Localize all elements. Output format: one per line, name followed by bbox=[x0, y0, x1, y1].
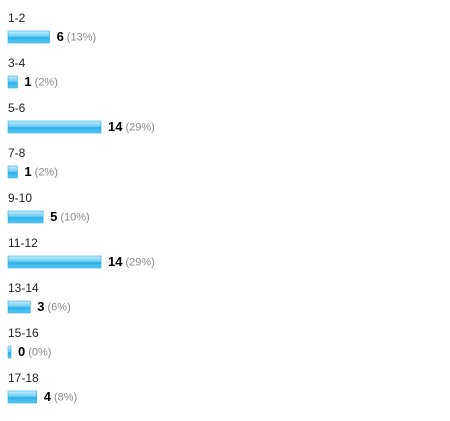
category-label: 9-10 bbox=[8, 191, 32, 205]
category-label: 13-14 bbox=[8, 281, 39, 295]
category-label: 3-4 bbox=[8, 56, 26, 70]
count-label: 14 bbox=[108, 254, 123, 269]
count-label: 3 bbox=[37, 299, 44, 314]
count-label: 5 bbox=[50, 209, 57, 224]
percent-label: (13%) bbox=[67, 31, 96, 43]
percent-label: (10%) bbox=[60, 211, 89, 223]
bar bbox=[7, 210, 44, 224]
count-label: 1 bbox=[24, 164, 31, 179]
category-label: 7-8 bbox=[8, 146, 26, 160]
bar bbox=[7, 255, 102, 269]
percent-label: (29%) bbox=[125, 256, 154, 268]
bar bbox=[7, 75, 18, 89]
category-label: 17-18 bbox=[8, 371, 39, 385]
bar bbox=[7, 390, 38, 404]
count-label: 14 bbox=[108, 119, 123, 134]
category-label: 5-6 bbox=[8, 101, 26, 115]
category-label: 11-12 bbox=[8, 236, 38, 250]
percent-label: (0%) bbox=[28, 346, 51, 358]
count-label: 6 bbox=[57, 29, 64, 44]
percent-label: (2%) bbox=[35, 166, 58, 178]
bar bbox=[7, 345, 12, 359]
count-label: 1 bbox=[24, 74, 31, 89]
category-label: 15-16 bbox=[8, 326, 39, 340]
bar bbox=[7, 120, 102, 134]
percent-label: (29%) bbox=[125, 121, 154, 133]
count-label: 0 bbox=[18, 344, 25, 359]
bar bbox=[7, 300, 31, 314]
bar bbox=[7, 30, 50, 44]
count-label: 4 bbox=[44, 389, 52, 404]
percent-label: (8%) bbox=[54, 391, 77, 403]
percent-label: (2%) bbox=[35, 76, 58, 88]
category-label: 1-2 bbox=[8, 11, 26, 25]
percent-label: (6%) bbox=[48, 301, 71, 313]
bar bbox=[7, 165, 18, 179]
